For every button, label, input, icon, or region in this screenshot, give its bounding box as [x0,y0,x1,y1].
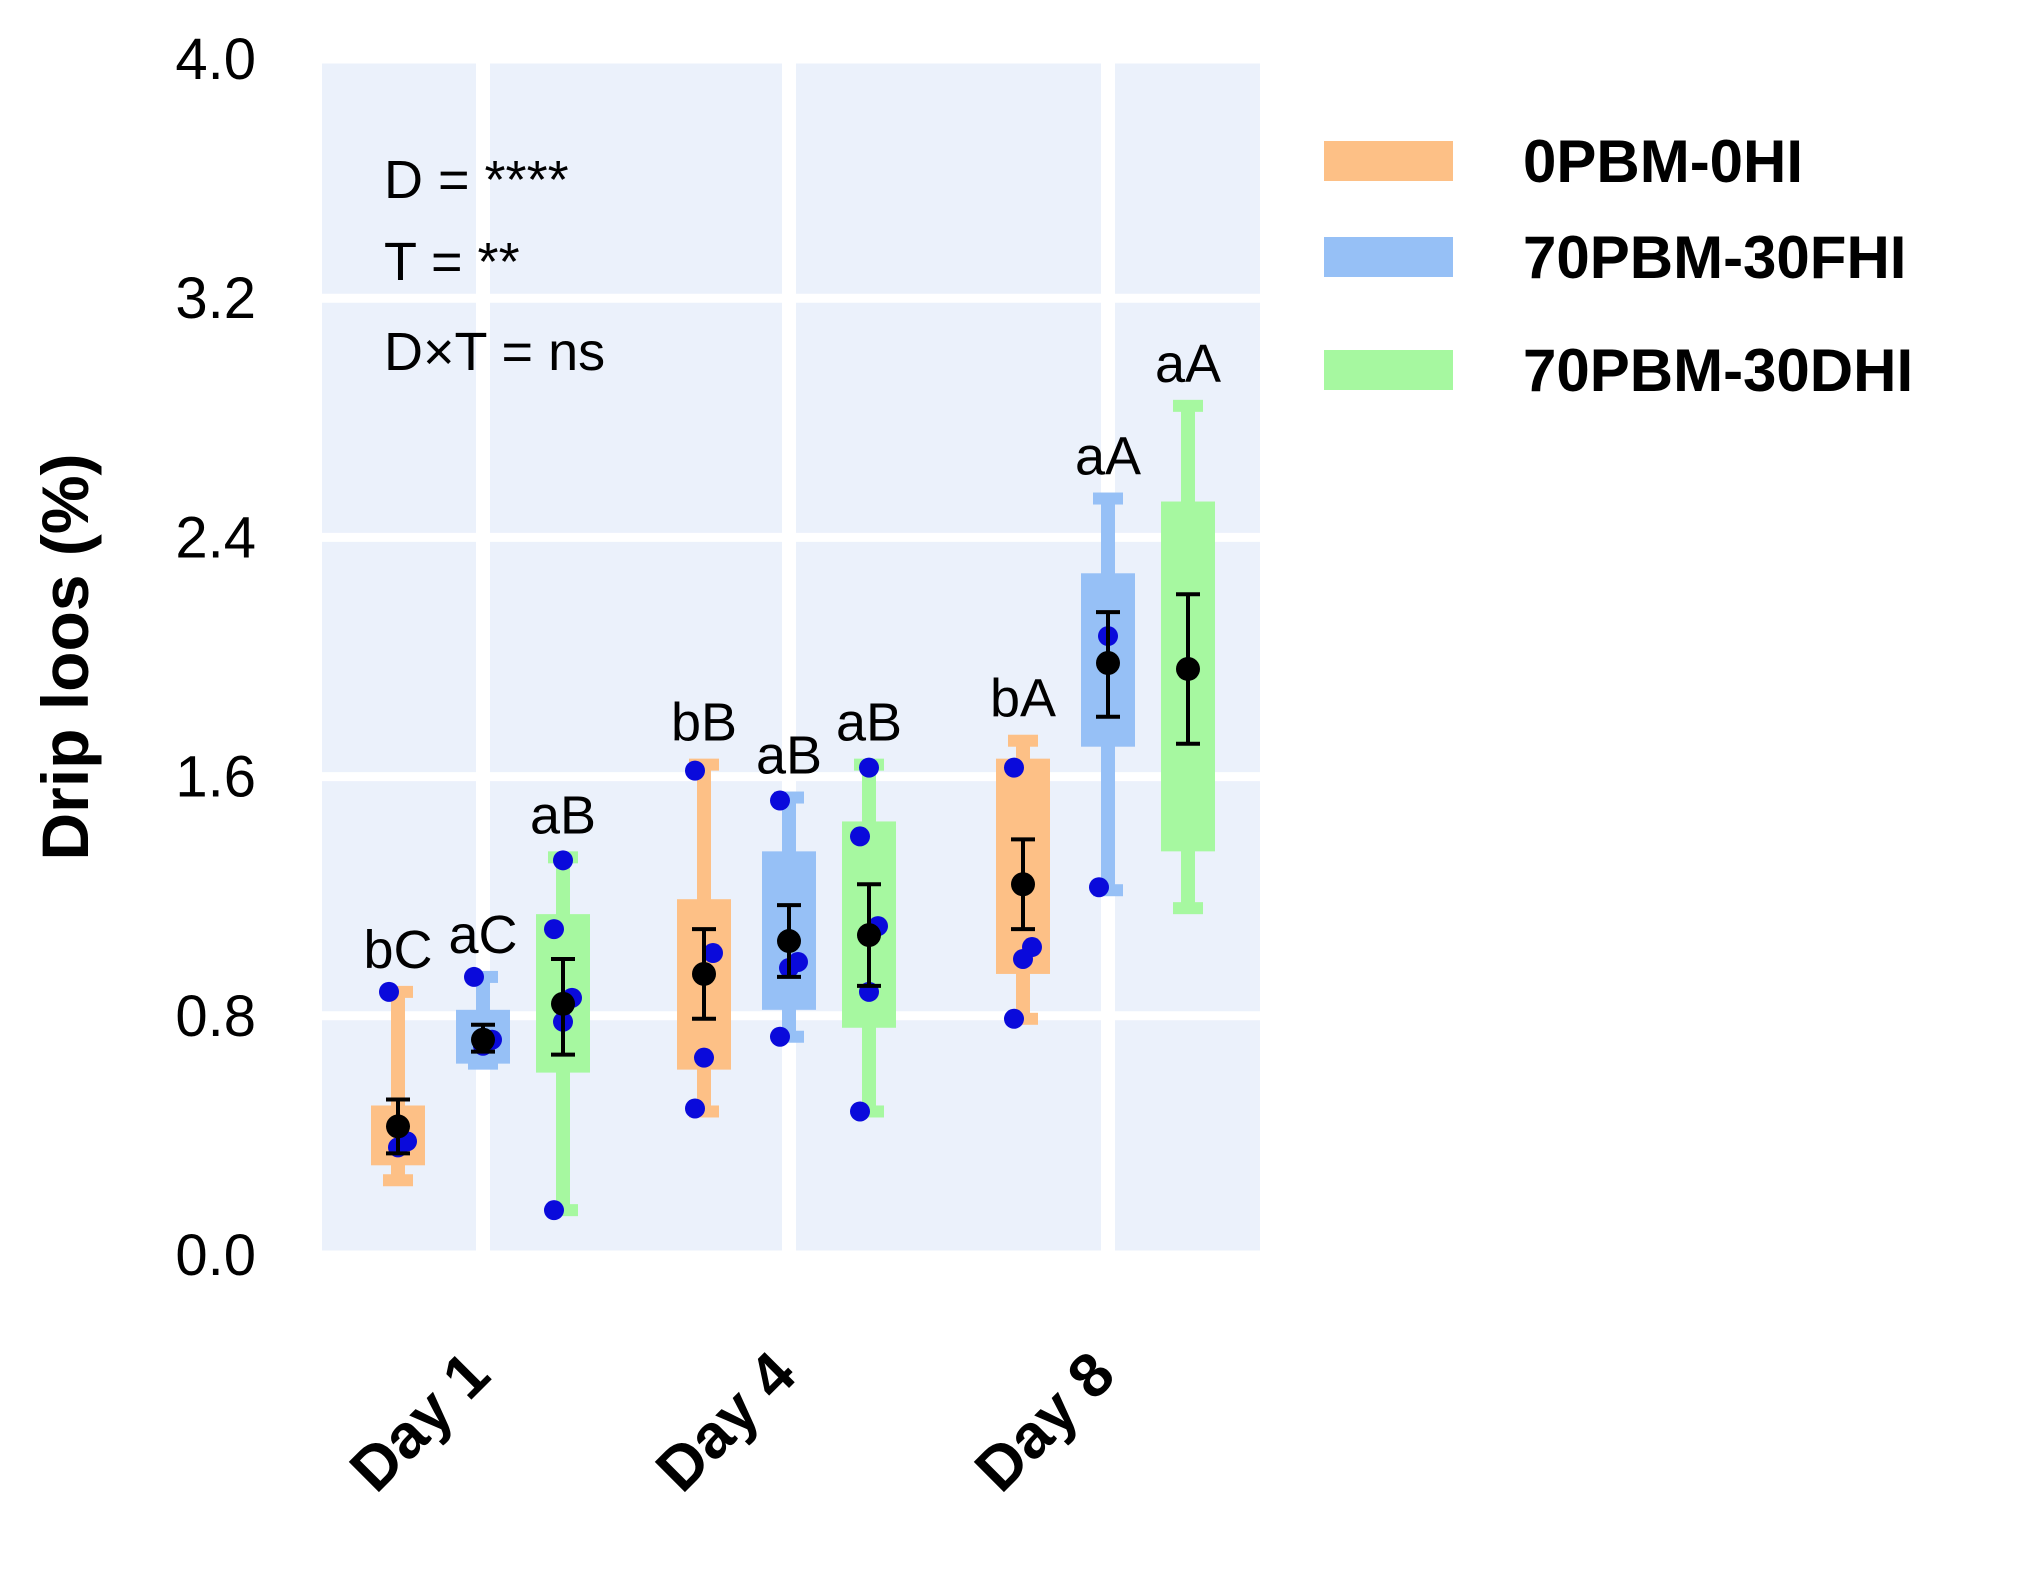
x-axis-ticks: Day 1 Day 4 Day 8 [337,1339,1128,1505]
x-tick-label: Day 1 [337,1339,503,1505]
stats-annotation: D = **** T = ** D×T = ns [384,150,605,382]
data-point [685,1098,705,1119]
y-tick-label: 1.6 [175,745,256,810]
legend-label: 70PBM-30DHI [1523,337,1913,404]
data-point [859,757,879,778]
data-point [464,966,484,987]
mean-group [386,592,1200,1156]
x-tick-label: Day 8 [962,1339,1128,1505]
y-tick-label: 3.2 [175,266,256,331]
data-point [703,943,723,964]
y-tick-label: 0.8 [175,984,256,1049]
mean-marker [777,929,801,954]
significance-label: bA [990,669,1056,729]
data-point [1022,937,1042,958]
y-axis-label: Drip loos (%) [28,454,102,861]
legend: 0PBM-0HI 70PBM-30FHI 70PBM-30DHI [1324,128,1913,404]
data-point [1004,757,1024,778]
mean-marker [1096,650,1120,675]
significance-label: aB [836,693,902,753]
mean-marker [471,1027,495,1052]
data-point [770,790,790,811]
legend-label: 0PBM-0HI [1523,128,1803,195]
y-axis-ticks: 0.0 0.8 1.6 2.4 3.2 4.0 [175,27,256,1288]
box-cap-top [1093,492,1123,505]
significance-label: aA [1075,427,1141,487]
data-point [770,1026,790,1047]
box-cap-bottom [383,1174,413,1187]
data-point [379,981,399,1002]
data-point [553,850,573,871]
box-cap-top [1173,399,1203,412]
data-point [1089,877,1109,898]
mean-marker [1011,872,1035,897]
significance-label: aB [756,726,822,786]
legend-swatch [1324,141,1453,181]
significance-label: aA [1155,334,1221,394]
annotation-t: T = ** [384,232,520,292]
data-point [685,760,705,781]
data-point [544,1200,564,1221]
data-point [544,919,564,940]
significance-label: bB [671,693,737,753]
y-tick-label: 2.4 [175,505,256,570]
mean-marker [386,1114,410,1139]
annotation-d: D = **** [384,150,569,210]
data-point [788,951,808,972]
data-point [694,1047,714,1068]
mean-marker [1176,656,1200,681]
significance-label: bC [363,920,432,980]
box-cap-top [1008,734,1038,747]
data-point [850,826,870,847]
mean-marker [692,961,716,986]
annotation-dxt: D×T = ns [384,322,605,382]
legend-label: 70PBM-30FHI [1523,224,1906,291]
significance-label: aB [530,785,596,845]
significance-label: aC [448,905,517,965]
legend-swatch [1324,237,1453,277]
y-tick-label: 4.0 [175,27,256,92]
mean-marker [857,923,881,948]
data-point [850,1101,870,1122]
x-tick-label: Day 4 [643,1339,809,1505]
y-tick-label: 0.0 [175,1223,256,1288]
legend-swatch [1324,350,1453,390]
mean-marker [551,991,575,1016]
box-cap-bottom [1173,902,1203,915]
data-point [1004,1008,1024,1029]
